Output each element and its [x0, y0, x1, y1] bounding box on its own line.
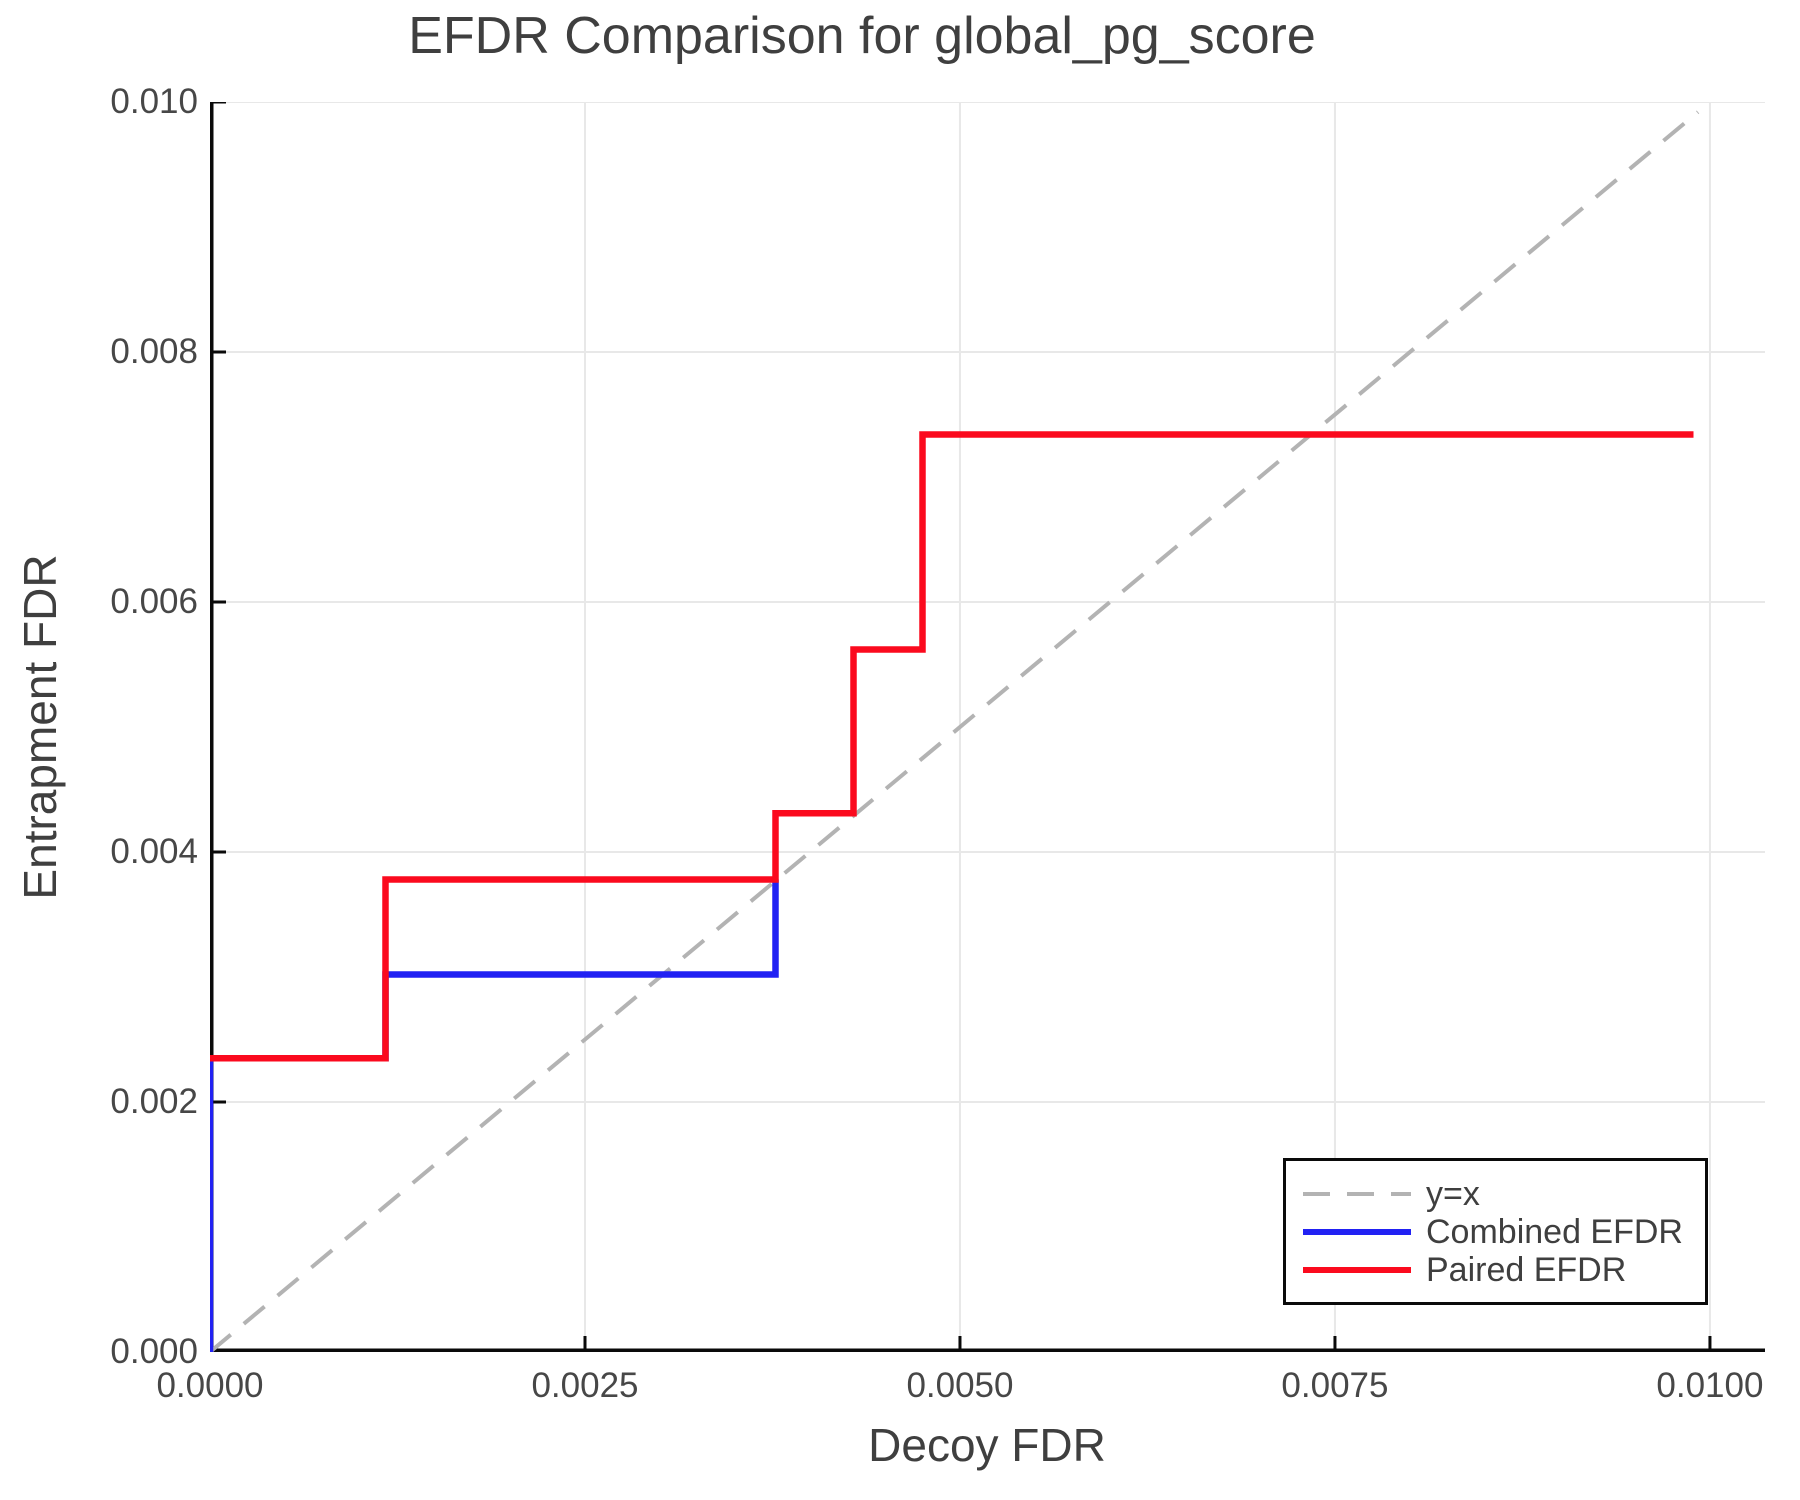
x-tick-label: 0.0075	[1281, 1366, 1389, 1405]
x-tick-label: 0.0025	[531, 1366, 639, 1405]
y-axis-label: Entrapment FDR	[14, 554, 66, 900]
legend-label: y=x	[1426, 1174, 1480, 1213]
y-tick-label: 0.004	[110, 832, 198, 871]
legend-dashed-line-sample	[1303, 1191, 1411, 1196]
x-tick-label: 0.0000	[156, 1366, 264, 1405]
legend-item-combined-efdr: Combined EFDR	[1303, 1213, 1705, 1251]
series-line-paired-efdr	[210, 431, 1694, 1062]
plot-area	[210, 102, 1765, 1352]
chart-title: EFDR Comparison for global_pg_score	[408, 7, 1316, 65]
x-axis-label: Decoy FDR	[868, 1419, 1106, 1471]
y-tick-label: 0.010	[110, 82, 198, 121]
series-line-y-x	[210, 110, 1700, 1352]
x-tick-label: 0.0050	[906, 1366, 1014, 1405]
legend-label: Paired EFDR	[1426, 1250, 1627, 1289]
y-tick-label: 0.008	[110, 332, 198, 371]
y-tick-label: 0.006	[110, 582, 198, 621]
legend-item-y-equals-x: y=x	[1303, 1175, 1705, 1213]
legend-item-paired-efdr: Paired EFDR	[1303, 1251, 1705, 1289]
legend-blue-line-sample	[1303, 1228, 1411, 1235]
y-tick-label: 0.000	[110, 1332, 198, 1371]
legend: y=x Combined EFDR Paired EFDR	[1283, 1158, 1708, 1305]
legend-red-line-sample	[1303, 1266, 1411, 1273]
y-tick-label: 0.002	[110, 1082, 198, 1121]
x-tick-label: 0.0100	[1656, 1366, 1764, 1405]
legend-label: Combined EFDR	[1426, 1212, 1683, 1251]
